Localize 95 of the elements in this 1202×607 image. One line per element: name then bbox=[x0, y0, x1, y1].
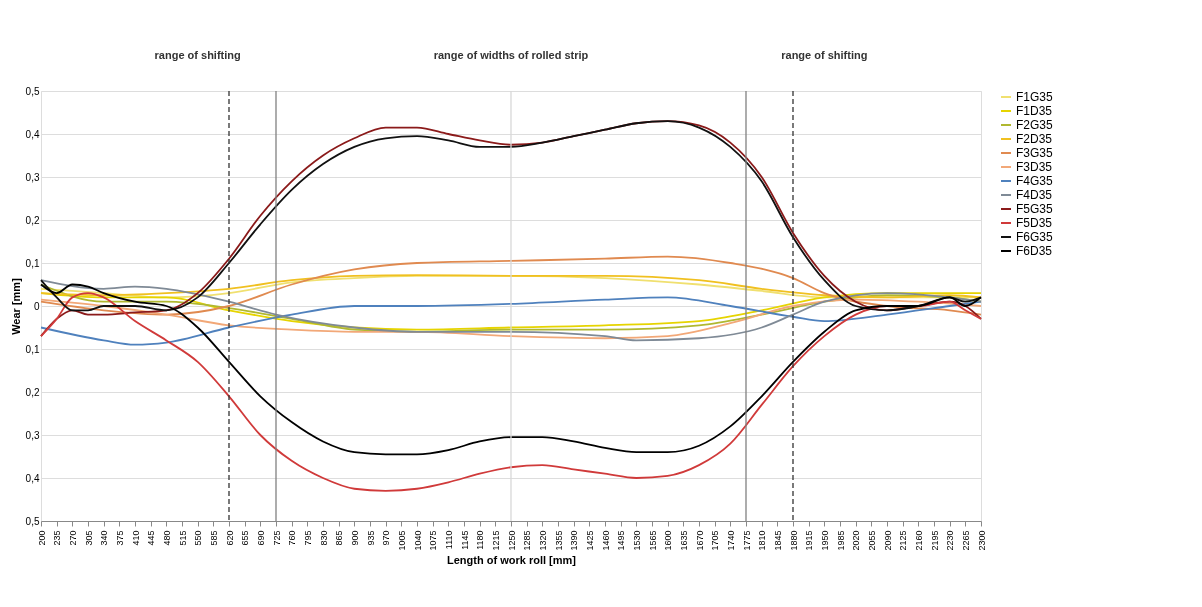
x-tick-label: 1005 bbox=[396, 530, 407, 551]
y-tick-label: 0,2 bbox=[25, 386, 40, 398]
x-tick-label: 1565 bbox=[647, 530, 658, 551]
x-tick-label: 445 bbox=[146, 530, 157, 546]
x-tick-label: 1495 bbox=[616, 530, 627, 551]
x-tick-label: 2055 bbox=[866, 530, 877, 551]
legend-label: F6G35 bbox=[1016, 230, 1054, 244]
legend-label: F5G35 bbox=[1016, 202, 1054, 216]
y-tick-label: 0,3 bbox=[25, 429, 40, 441]
x-tick-label: 725 bbox=[271, 530, 282, 546]
x-tick-label: 830 bbox=[318, 530, 329, 546]
x-tick-label: 795 bbox=[302, 530, 313, 546]
x-tick-label: 515 bbox=[177, 530, 188, 546]
x-tick-label: 2125 bbox=[898, 530, 909, 551]
x-tick-label: 935 bbox=[365, 530, 376, 546]
legend-label: F1G35 bbox=[1016, 90, 1054, 104]
y-tick-label: 0,4 bbox=[25, 128, 40, 140]
x-tick-label: 1880 bbox=[788, 530, 799, 551]
x-tick-label: 1460 bbox=[600, 530, 611, 551]
x-tick-label: 2195 bbox=[929, 530, 940, 551]
y-tick-label: 0 bbox=[33, 300, 40, 312]
x-tick-label: 1670 bbox=[694, 530, 705, 551]
x-tick-label: 690 bbox=[255, 530, 266, 546]
x-tick-label: 200 bbox=[36, 530, 47, 546]
x-tick-label: 760 bbox=[287, 530, 298, 546]
x-tick-label: 1915 bbox=[804, 530, 815, 551]
x-tick-label: 1985 bbox=[835, 530, 846, 551]
x-axis-title: Length of work roll [mm] bbox=[447, 553, 577, 566]
x-tick-label: 1145 bbox=[459, 530, 470, 550]
legend-label: F5D35 bbox=[1016, 216, 1053, 230]
line-series bbox=[40, 292, 982, 492]
x-tick-label: 2020 bbox=[851, 530, 862, 551]
x-tick-label: 340 bbox=[99, 530, 110, 546]
x-tick-label: 865 bbox=[334, 530, 345, 546]
x-tick-label: 1040 bbox=[412, 530, 423, 551]
x-tick-label: 1530 bbox=[631, 530, 642, 551]
x-tick-label: 1110 bbox=[443, 530, 454, 550]
text: range of shifting bbox=[781, 49, 868, 61]
line-series bbox=[40, 296, 982, 346]
x-tick-label: 1845 bbox=[772, 530, 783, 551]
x-tick-label: 270 bbox=[67, 530, 78, 546]
x-tick-label: 900 bbox=[349, 530, 360, 546]
y-tick-label: 0,5 bbox=[25, 515, 40, 527]
legend-label: F2D35 bbox=[1016, 132, 1053, 146]
legend-label: F6D35 bbox=[1016, 244, 1053, 258]
x-tick-label: 1705 bbox=[710, 530, 721, 551]
line-series bbox=[40, 283, 982, 456]
x-tick-label: 1600 bbox=[663, 530, 674, 551]
x-tick-label: 1635 bbox=[678, 530, 689, 551]
x-tick-label: 2230 bbox=[945, 530, 956, 551]
line-series bbox=[40, 298, 982, 340]
x-tick-label: 1285 bbox=[522, 530, 533, 551]
x-tick-label: 2160 bbox=[913, 530, 924, 551]
x-tick-label: 1355 bbox=[553, 530, 564, 551]
x-tick-label: 480 bbox=[161, 530, 172, 546]
y-tick-label: 0,4 bbox=[25, 472, 40, 484]
text: range of widths of rolled strip bbox=[433, 49, 589, 61]
y-axis-title: Wear [mm] bbox=[9, 277, 22, 335]
x-tick-label: 1810 bbox=[757, 530, 768, 551]
x-tick-label: 2090 bbox=[882, 530, 893, 551]
x-tick-label: 620 bbox=[224, 530, 235, 546]
x-tick-label: 585 bbox=[208, 530, 219, 546]
line-series bbox=[40, 279, 982, 342]
y-tick-label: 0,1 bbox=[25, 343, 40, 355]
y-tick-label: 0,3 bbox=[25, 171, 40, 183]
x-tick-label: 655 bbox=[240, 530, 251, 546]
legend-label: F3D35 bbox=[1016, 160, 1053, 174]
x-tick-label: 1250 bbox=[506, 530, 517, 551]
x-tick-label: 970 bbox=[381, 530, 392, 546]
legend-label: F4G35 bbox=[1016, 174, 1054, 188]
x-tick-label: 1950 bbox=[819, 530, 830, 551]
x-tick-label: 2300 bbox=[976, 530, 987, 551]
text: range of shifting bbox=[154, 49, 241, 61]
x-tick-label: 1320 bbox=[537, 530, 548, 551]
x-tick-label: 235 bbox=[52, 530, 63, 546]
x-tick-label: 375 bbox=[114, 530, 125, 546]
legend-label: F3G35 bbox=[1016, 146, 1054, 160]
x-tick-label: 1775 bbox=[741, 530, 752, 551]
x-tick-label: 1740 bbox=[725, 530, 736, 551]
legend-label: F2G35 bbox=[1016, 118, 1054, 132]
x-tick-label: 1075 bbox=[428, 530, 439, 551]
x-tick-label: 410 bbox=[130, 530, 141, 546]
x-tick-label: 1425 bbox=[584, 530, 595, 551]
x-tick-label: 305 bbox=[83, 530, 94, 546]
legend-label: F1D35 bbox=[1016, 104, 1053, 118]
x-tick-label: 2265 bbox=[960, 530, 971, 551]
y-tick-label: 0,5 bbox=[25, 85, 40, 97]
y-tick-label: 0,1 bbox=[25, 257, 40, 269]
x-tick-label: 1390 bbox=[569, 530, 580, 551]
line-series bbox=[40, 255, 982, 316]
x-tick-label: 1180 bbox=[475, 530, 486, 550]
x-tick-label: 1215 bbox=[490, 530, 501, 551]
x-tick-label: 550 bbox=[193, 530, 204, 546]
legend-label: F4D35 bbox=[1016, 188, 1053, 202]
y-tick-label: 0,2 bbox=[25, 214, 40, 226]
